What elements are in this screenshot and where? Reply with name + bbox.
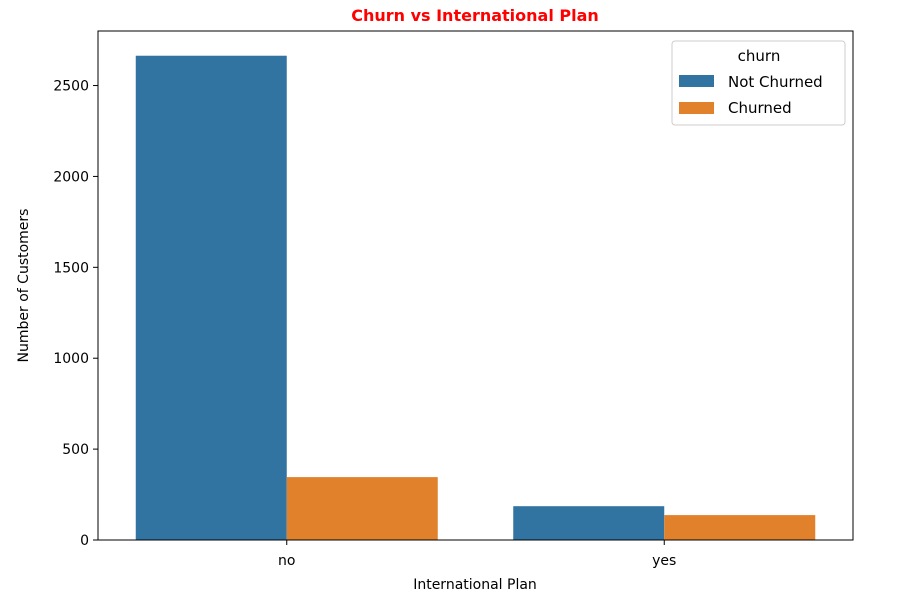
legend-swatch-churned: [679, 102, 714, 114]
y-tick-label: 2000: [53, 169, 89, 185]
bar-no-churned: [286, 477, 438, 540]
x-axis-label: International Plan: [413, 577, 537, 593]
y-tick-label: 1000: [53, 351, 89, 367]
bars-layer: [135, 55, 816, 540]
plot-frame: [97, 30, 854, 541]
y-tick-label: 0: [80, 533, 89, 549]
y-tick-label: 500: [62, 442, 89, 458]
legend: churn Not Churned Churned: [671, 40, 846, 126]
bar-yes-churned: [664, 515, 816, 540]
y-axis: 0 500 1000 1500 2000 2500: [53, 79, 98, 549]
legend-label-churned: Churned: [728, 99, 792, 117]
x-axis: no yes: [278, 540, 676, 569]
y-tick-label: 1500: [53, 260, 89, 276]
y-axis-label: Number of Customers: [16, 209, 32, 363]
legend-swatch-not-churned: [679, 75, 714, 87]
legend-label-not-churned: Not Churned: [728, 73, 823, 91]
bar-no-not-churned: [135, 55, 287, 540]
legend-title: churn: [738, 47, 781, 65]
chart-title: Churn vs International Plan: [351, 6, 599, 25]
x-tick-label: yes: [652, 553, 676, 569]
x-tick-label: no: [278, 553, 295, 569]
y-tick-label: 2500: [53, 79, 89, 95]
legend-frame: [671, 40, 846, 126]
bar-yes-not-churned: [513, 506, 665, 540]
